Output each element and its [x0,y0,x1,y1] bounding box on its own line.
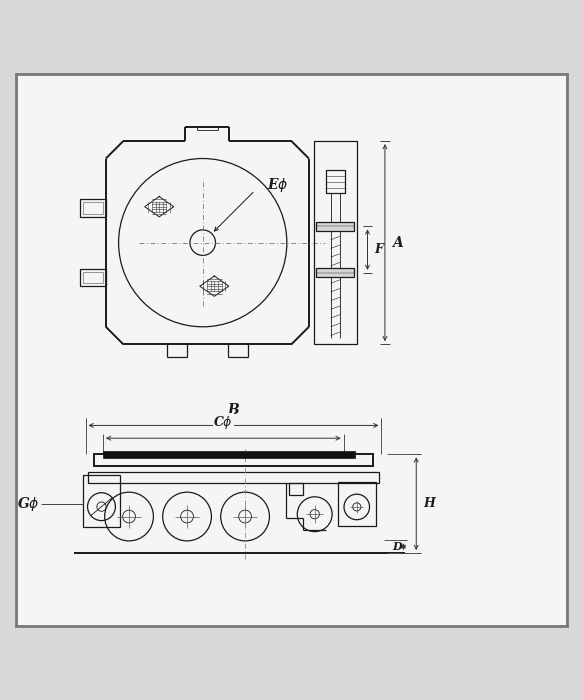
Bar [103,451,355,458]
Bar [83,272,103,284]
Text: C$\phi$: C$\phi$ [213,414,233,430]
Bar [326,170,345,193]
Text: E$\phi$: E$\phi$ [266,176,288,194]
Text: A: A [392,236,403,250]
Bar [80,199,106,216]
Bar [197,127,218,130]
Bar [317,268,354,277]
Text: F: F [374,243,384,256]
Text: D: D [392,541,402,552]
Bar [83,475,120,527]
Bar [317,222,354,231]
Text: H: H [424,497,436,510]
Bar [80,269,106,286]
Bar [314,141,357,344]
Text: G$\phi$: G$\phi$ [16,495,39,513]
Text: B: B [227,402,240,416]
Bar [338,482,375,526]
Bar [83,202,103,214]
Bar [289,484,303,495]
Bar [94,454,373,466]
Bar [89,472,378,484]
